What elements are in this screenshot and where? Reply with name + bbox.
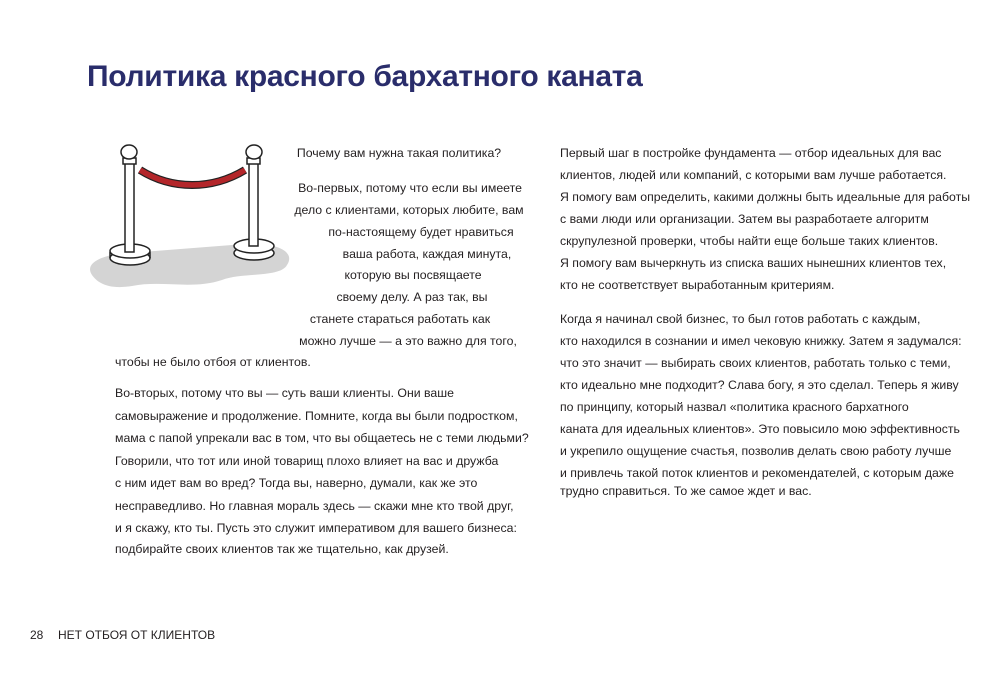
- text-line: каната для идеальных клиентов». Это повы…: [560, 422, 960, 436]
- text-line: которую вы посвящаете: [344, 268, 482, 282]
- text-line: Первый шаг в постройке фундамента — отбо…: [560, 146, 942, 160]
- text-line: скрупулезной проверки, чтобы найти еще б…: [560, 234, 939, 248]
- text-line: Во-первых, потому что если вы имеете: [298, 181, 522, 195]
- text-line: мама с папой упрекали вас в том, что вы …: [115, 431, 529, 445]
- text-line: Во-вторых, потому что вы — суть ваши кли…: [115, 386, 454, 400]
- text-line: Я помогу вам определить, какими должны б…: [560, 190, 971, 204]
- text-line: подбирайте своих клиентов так же тщатель…: [115, 542, 449, 556]
- text-line: трудно справиться. То же самое ждет и ва…: [560, 484, 812, 498]
- text-line: дело с клиентами, которых любите, вам: [294, 203, 524, 217]
- text-line: кто находился в сознании и имел чековую …: [560, 334, 962, 348]
- running-title: НЕТ ОТБОЯ ОТ КЛИЕНТОВ: [58, 628, 216, 642]
- text-line: кто не соответствует выработанным критер…: [560, 278, 835, 292]
- text-line: с вами люди или организации. Затем вы ра…: [560, 212, 929, 226]
- text-line: по-настоящему будет нравиться: [328, 225, 514, 239]
- text-line: несправедливо. Но главная мораль здесь —…: [115, 499, 514, 513]
- text-line: Когда я начинал свой бизнес, то был гото…: [560, 312, 921, 326]
- text-line: клиентов, людей или компаний, с которыми…: [560, 168, 947, 182]
- question-line: Почему вам нужна такая политика?: [296, 146, 502, 160]
- text-line: и укрепило ощущение счастья, позволив де…: [560, 444, 952, 458]
- page-number: 28: [30, 628, 44, 642]
- velvet-rope-stanchions-illustration: [90, 144, 290, 288]
- text-line: и я скажу, кто ты. Пусть это служит импе…: [115, 521, 517, 535]
- text-line: кто идеально мне подходит? Слава богу, я…: [560, 378, 959, 392]
- text-line: Я помогу вам вычеркнуть из списка ваших …: [560, 256, 947, 270]
- text-line: с ним идет вам во вред? Тогда вы, наверн…: [115, 476, 478, 490]
- text-line: и привлечь такой поток клиентов и рекоме…: [560, 466, 954, 480]
- text-line: чтобы не было отбоя от клиентов.: [115, 355, 311, 369]
- text-line: станете стараться работать как: [309, 312, 491, 326]
- page-title: Политика красного бархатного каната: [87, 60, 643, 93]
- text-line: Говорили, что тот или иной товарищ плохо…: [115, 454, 499, 468]
- text-line: по принципу, который назвал «политика кр…: [560, 400, 909, 414]
- right-stanchion: [233, 144, 275, 261]
- text-line: самовыражение и продолжение. Помните, ко…: [115, 409, 518, 423]
- text-line: своему делу. А раз так, вы: [336, 290, 488, 304]
- text-line: можно лучше — а это важно для того,: [299, 334, 517, 348]
- text-line: ваша работа, каждая минута,: [342, 247, 512, 261]
- left-stanchion: [109, 144, 151, 266]
- text-line: что это значит — выбирать своих клиентов…: [560, 356, 951, 370]
